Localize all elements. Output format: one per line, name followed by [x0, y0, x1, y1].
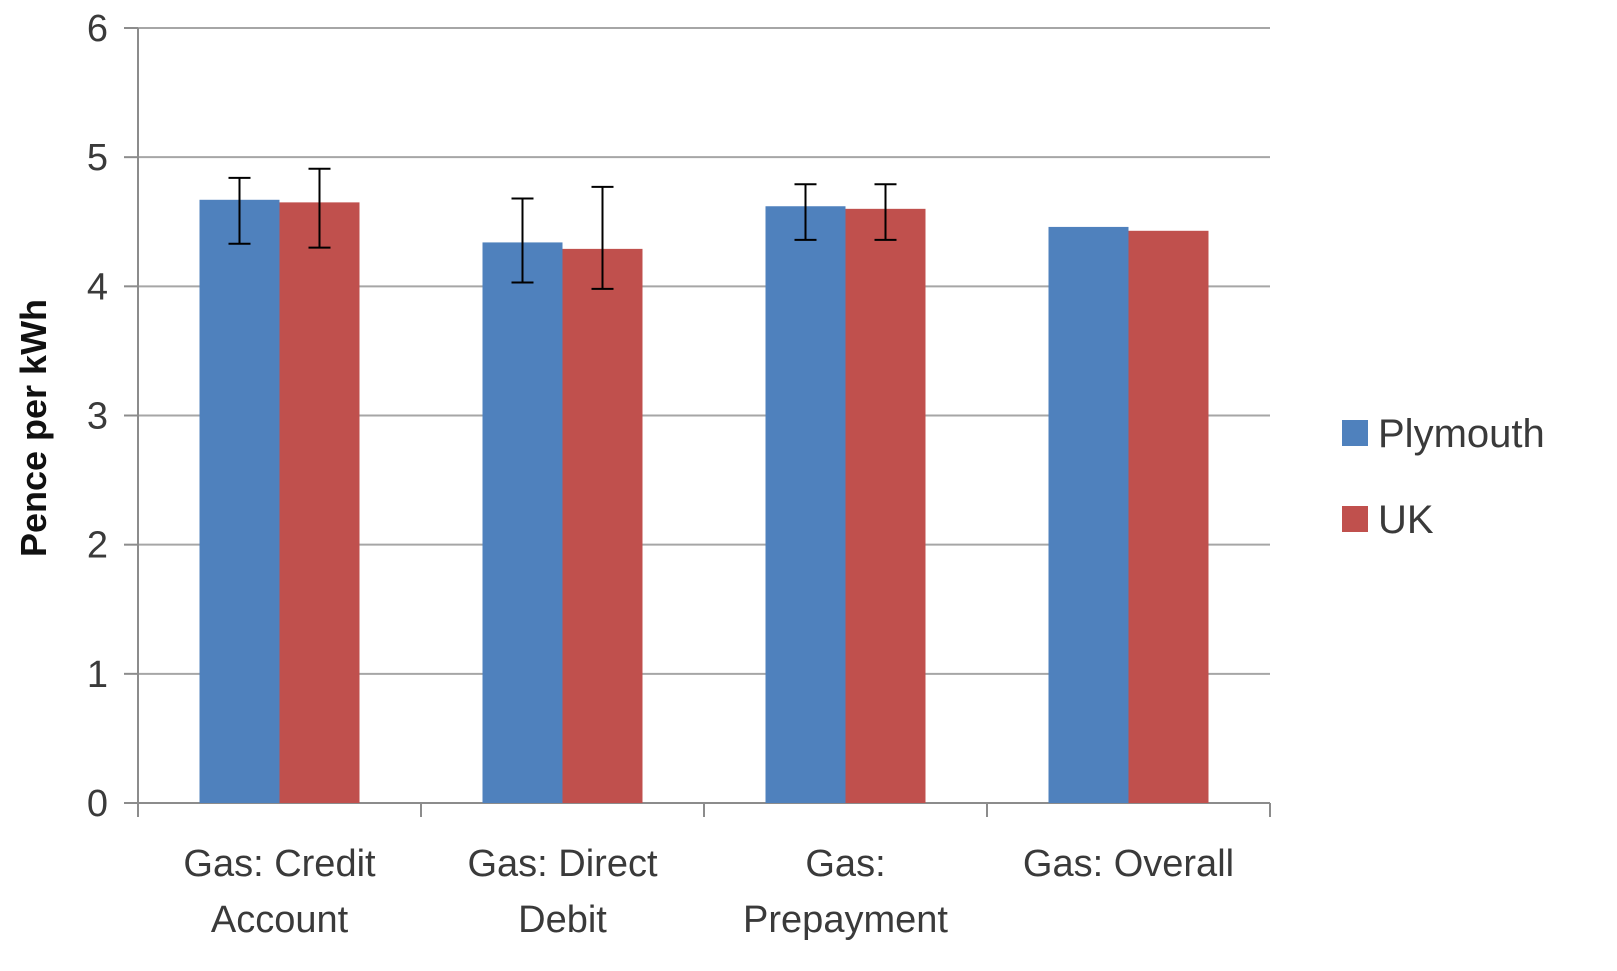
y-tick-label: 5 [87, 137, 108, 179]
y-tick-label: 2 [87, 525, 108, 567]
bar-plymouth-4 [1048, 226, 1129, 803]
x-category-label: Gas: Prepayment [743, 843, 948, 941]
bar-uk-3 [845, 208, 926, 804]
error-bar-uk-2 [591, 185, 614, 290]
x-category-label: Gas: Credit Account [183, 843, 376, 941]
x-category-label: Gas: Direct Debit [467, 843, 657, 941]
error-bar-uk-1 [308, 167, 331, 249]
bar-plymouth-3 [765, 206, 846, 803]
bar-uk-4 [1128, 230, 1209, 803]
y-tick-label: 4 [87, 266, 108, 308]
legend-entry-uk: UK [1342, 498, 1434, 542]
x-category-label: Gas: Overall [1023, 843, 1234, 885]
legend-label: UK [1378, 498, 1434, 542]
legend-label: Plymouth [1378, 412, 1545, 456]
x-category-label-line: Prepayment [743, 899, 948, 941]
x-category-label-line: Account [211, 899, 349, 941]
bar-uk-2 [562, 248, 643, 803]
x-category-label-line: Debit [518, 899, 607, 941]
error-bar-uk-3 [874, 183, 897, 241]
error-bar-plymouth-1 [228, 176, 251, 245]
bar-uk-1 [279, 202, 360, 803]
x-category-label-line: Gas: [805, 843, 885, 885]
y-tick-labels: 0 1 2 3 4 5 6 [87, 8, 108, 825]
error-bar-plymouth-2 [511, 197, 534, 284]
legend: Plymouth UK [1342, 412, 1545, 542]
y-tick-label: 6 [87, 8, 108, 50]
error-bar-plymouth-3 [794, 183, 817, 241]
y-tick-label: 1 [87, 654, 108, 696]
legend-swatch [1342, 420, 1368, 446]
bar-plymouth-2 [482, 242, 563, 803]
bar-plymouth-1 [199, 199, 280, 803]
x-category-label-line: Gas: Overall [1023, 843, 1234, 885]
legend-entry-plymouth: Plymouth [1342, 412, 1545, 456]
legend-swatch [1342, 506, 1368, 532]
error-bars [228, 167, 897, 290]
x-category-label-line: Gas: Direct [467, 843, 657, 885]
y-tick-label: 0 [87, 783, 108, 825]
bars [199, 199, 1209, 804]
y-axis-title: Pence per kWh [13, 299, 54, 557]
y-tick-label: 3 [87, 396, 108, 438]
x-category-labels: Gas: Credit Account Gas: Direct Debit Gas: Pr… [183, 843, 1234, 941]
x-category-label-line: Gas: Credit [183, 843, 376, 885]
